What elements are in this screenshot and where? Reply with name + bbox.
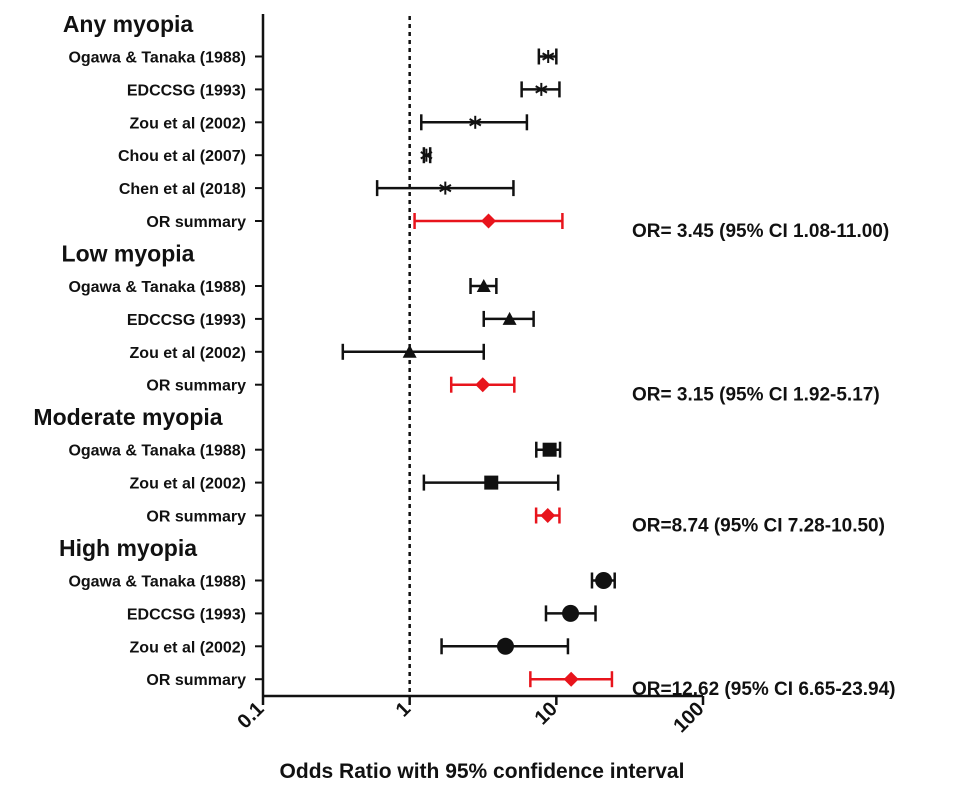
summary-label: OR summary (146, 378, 246, 395)
study-label: EDCCSG (1993) (127, 82, 246, 99)
asterisk-stroke (469, 118, 482, 127)
study-row: Chen et al (2018) (119, 180, 515, 198)
triangle-marker (502, 311, 517, 325)
triangle-marker (402, 344, 417, 358)
study-label: Chen et al (2018) (119, 181, 246, 198)
square-marker (542, 442, 557, 457)
diamond-marker (475, 377, 491, 393)
x-tick-label: 1 (392, 698, 415, 721)
study-row: Ogawa & Tanaka (1988) (68, 48, 558, 67)
study-label: Ogawa & Tanaka (1988) (68, 443, 246, 460)
summary-label: OR summary (146, 672, 246, 689)
asterisk-stroke (420, 151, 433, 160)
x-axis-title: Odds Ratio with 95% confidence interval (280, 760, 685, 783)
study-row: Ogawa & Tanaka (1988) (68, 572, 616, 591)
study-row: Zou et al (2002) (130, 343, 486, 362)
asterisk-stroke (439, 183, 452, 193)
asterisk-marker (439, 181, 452, 195)
study-row: EDCCSG (1993) (127, 604, 597, 623)
group-title: High myopia (59, 535, 197, 561)
asterisk-marker (420, 148, 433, 162)
circle-marker (496, 637, 514, 655)
summary-row: OR summary OR=8.74 (95% CI 7.28-10.50) (146, 507, 885, 537)
study-label: Zou et al (2002) (130, 345, 246, 362)
study-row: EDCCSG (1993) (127, 81, 561, 99)
asterisk-marker (469, 115, 482, 129)
study-row: Chou et al (2007) (118, 147, 433, 165)
diamond-marker (563, 671, 579, 687)
asterisk-stroke (535, 85, 548, 94)
group-title: Low myopia (62, 241, 195, 267)
asterisk-marker (542, 50, 555, 63)
summary-row: OR summary OR= 3.45 (95% CI 1.08-11.00) (146, 213, 889, 242)
study-label: Ogawa & Tanaka (1988) (68, 574, 246, 591)
study-row: Ogawa & Tanaka (1988) (68, 441, 562, 460)
study-label: Zou et al (2002) (130, 115, 246, 132)
square-marker (484, 475, 499, 490)
diamond-marker (481, 213, 497, 229)
study-row: Zou et al (2002) (130, 637, 570, 656)
group-title: Any myopia (63, 11, 194, 37)
summary-label: OR summary (146, 509, 246, 526)
asterisk-stroke (542, 52, 555, 61)
circle-marker (562, 604, 580, 622)
summary-or-text: OR= 3.45 (95% CI 1.08-11.00) (632, 221, 889, 242)
group-titles: Any myopia Low myopia Moderate myopia High … (33, 11, 222, 561)
group-title: Moderate myopia (33, 404, 222, 430)
summary-row: OR summary OR= 3.15 (95% CI 1.92-5.17) (146, 376, 880, 406)
study-label: Chou et al (2007) (118, 148, 246, 165)
study-label: Ogawa & Tanaka (1988) (68, 50, 246, 67)
study-rows: Ogawa & Tanaka (1988) EDCCSG (1993) Zou et… (68, 48, 896, 700)
asterisk-marker (535, 82, 548, 96)
study-label: EDCCSG (1993) (127, 312, 246, 329)
study-label: EDCCSG (1993) (127, 606, 246, 623)
study-label: Ogawa & Tanaka (1988) (68, 279, 246, 296)
study-label: Zou et al (2002) (130, 476, 246, 493)
circle-marker (595, 572, 613, 589)
study-row: EDCCSG (1993) (127, 310, 535, 329)
triangle-marker (476, 279, 491, 292)
study-label: Zou et al (2002) (130, 639, 246, 656)
summary-label: OR summary (146, 214, 246, 231)
study-row: Zou et al (2002) (130, 474, 560, 493)
summary-or-text: OR=8.74 (95% CI 7.28-10.50) (632, 516, 885, 537)
diamond-marker (540, 508, 556, 523)
study-row: Ogawa & Tanaka (1988) (68, 278, 498, 296)
study-row: Zou et al (2002) (130, 114, 529, 132)
summary-or-text: OR= 3.15 (95% CI 1.92-5.17) (632, 385, 880, 406)
